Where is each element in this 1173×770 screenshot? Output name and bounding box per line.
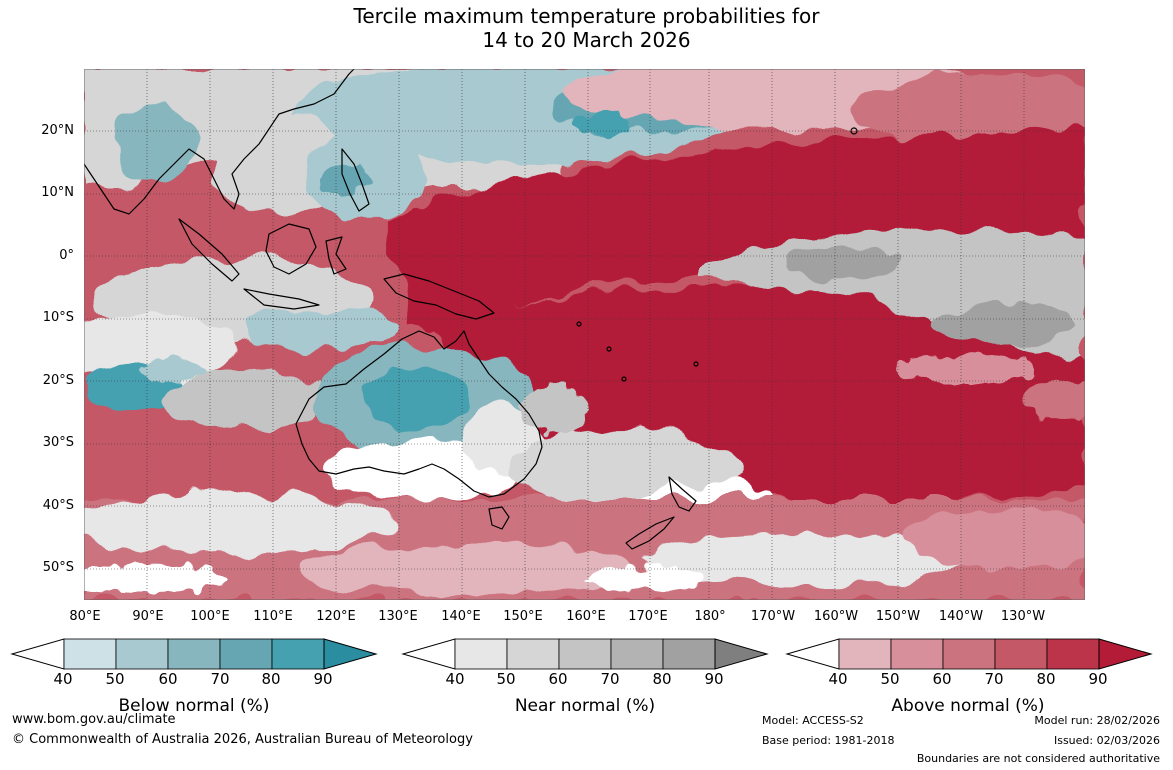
colorbar-tick: 90 (313, 670, 333, 688)
coastline-java (243, 288, 320, 310)
colorbar-above-swatch-50 (890, 638, 944, 670)
lon-label: 140°E (441, 609, 481, 624)
footer-model-run: Model run: 28/02/2026 (1034, 714, 1160, 727)
coastline-philippines (341, 148, 370, 212)
probability-detail (84, 112, 1085, 594)
coastline-mainland-asia (84, 69, 355, 215)
coastline-hawaii (850, 127, 858, 135)
colorbar-below-over-arrow (323, 638, 378, 670)
colorbar-tick: 60 (932, 670, 952, 688)
colorbar-title-above: Above normal (%) (891, 696, 1045, 716)
lon-label: 90°E (132, 609, 164, 624)
lat-label: 20°S (42, 373, 74, 388)
colorbar-tick: 50 (496, 670, 516, 688)
lat-label: 10°N (41, 185, 74, 200)
coastline-borneo (265, 223, 317, 275)
coastline-tasmania (488, 506, 510, 530)
graticule (84, 69, 1085, 600)
colorbar-tick: 90 (704, 670, 724, 688)
coastline-new-zealand-south (625, 516, 675, 550)
title-line-2: 14 to 20 March 2026 (482, 28, 691, 52)
colorbar-tick: 70 (984, 670, 1004, 688)
colorbar-above-normal (785, 638, 1153, 670)
lat-label: 50°S (42, 560, 74, 575)
lat-label: 20°N (41, 123, 74, 138)
coastline-sumatra (178, 218, 240, 282)
colorbar-near-swatch-80 (662, 638, 716, 670)
coastline-new-zealand-north (668, 476, 697, 512)
colorbar-below-swatch-50 (115, 638, 169, 670)
lon-label: 80°E (69, 609, 101, 624)
colorbar-near-swatch-60 (558, 638, 612, 670)
lon-label: 170°W (750, 609, 796, 624)
coastlines (84, 69, 858, 550)
lon-label: 180° (694, 609, 726, 624)
lon-label: 140°W (938, 609, 984, 624)
footer-copyright: © Commonwealth of Australia 2026, Austra… (12, 732, 473, 747)
colorbar-tick: 70 (600, 670, 620, 688)
lat-label: 0° (59, 248, 74, 263)
colorbar-near-over-arrow (714, 638, 769, 670)
colorbar-tick: 80 (1036, 670, 1056, 688)
colorbar-above-over-arrow (1098, 638, 1153, 670)
colorbar-tick: 80 (261, 670, 281, 688)
probability-field (84, 69, 1085, 600)
footer-url: www.bom.gov.au/climate (12, 712, 176, 727)
colorbar-near-swatch-40 (454, 638, 508, 670)
lon-label: 150°E (503, 609, 543, 624)
lat-label: 30°S (42, 435, 74, 450)
colorbar-below-under-arrow (10, 638, 65, 670)
colorbar-above-swatch-70 (994, 638, 1048, 670)
footer-disclaimer: Boundaries are not considered authoritat… (916, 752, 1160, 765)
colorbar-tick: 90 (1088, 670, 1108, 688)
colorbar-near-swatch-50 (506, 638, 560, 670)
colorbar-above-swatch-80 (1046, 638, 1100, 670)
colorbar-tick: 40 (445, 670, 465, 688)
lon-label: 130°E (378, 609, 418, 624)
colorbar-below-swatch-60 (167, 638, 221, 670)
title-line-1: Tercile maximum temperature probabilitie… (353, 4, 820, 28)
colorbar-above-swatch-40 (838, 638, 892, 670)
lon-label: 160°E (566, 609, 606, 624)
colorbar-tick: 40 (53, 670, 73, 688)
colorbar-near-normal (401, 638, 769, 670)
colorbar-above-under-arrow (785, 638, 840, 670)
colorbar-tick: 80 (652, 670, 672, 688)
probability-map (84, 69, 1085, 600)
footer-base-period: Base period: 1981-2018 (762, 734, 895, 747)
colorbar-above-swatch-60 (942, 638, 996, 670)
coastline-sulawesi (325, 236, 347, 275)
colorbar-below-swatch-80 (271, 638, 325, 670)
lon-label: 100°E (190, 609, 230, 624)
footer-issued: Issued: 02/03/2026 (1053, 734, 1160, 747)
lon-label: 160°W (813, 609, 859, 624)
colorbar-tick: 50 (880, 670, 900, 688)
chart-title: Tercile maximum temperature probabilitie… (0, 4, 1173, 52)
lon-label: 170°E (628, 609, 668, 624)
colorbar-tick: 50 (105, 670, 125, 688)
footer-model: Model: ACCESS-S2 (762, 714, 864, 727)
coastline-australia (295, 330, 543, 498)
colorbar-near-swatch-70 (610, 638, 664, 670)
colorbar-tick: 60 (158, 670, 178, 688)
lon-label: 130°W (1000, 609, 1046, 624)
colorbar-title-below: Below normal (%) (118, 696, 270, 716)
colorbar-tick: 70 (210, 670, 230, 688)
colorbar-title-near: Near normal (%) (514, 696, 656, 716)
colorbar-near-under-arrow (401, 638, 456, 670)
coastline-new-guinea (383, 273, 495, 320)
lon-label: 120°E (316, 609, 356, 624)
colorbar-tick: 40 (828, 670, 848, 688)
lon-label: 110°E (253, 609, 293, 624)
lat-label: 10°S (42, 310, 74, 325)
colorbar-below-normal (10, 638, 378, 670)
lat-label: 40°S (42, 498, 74, 513)
colorbar-below-swatch-70 (219, 638, 273, 670)
lon-label: 150°W (875, 609, 921, 624)
colorbar-below-swatch-40 (63, 638, 117, 670)
colorbar-tick: 60 (548, 670, 568, 688)
